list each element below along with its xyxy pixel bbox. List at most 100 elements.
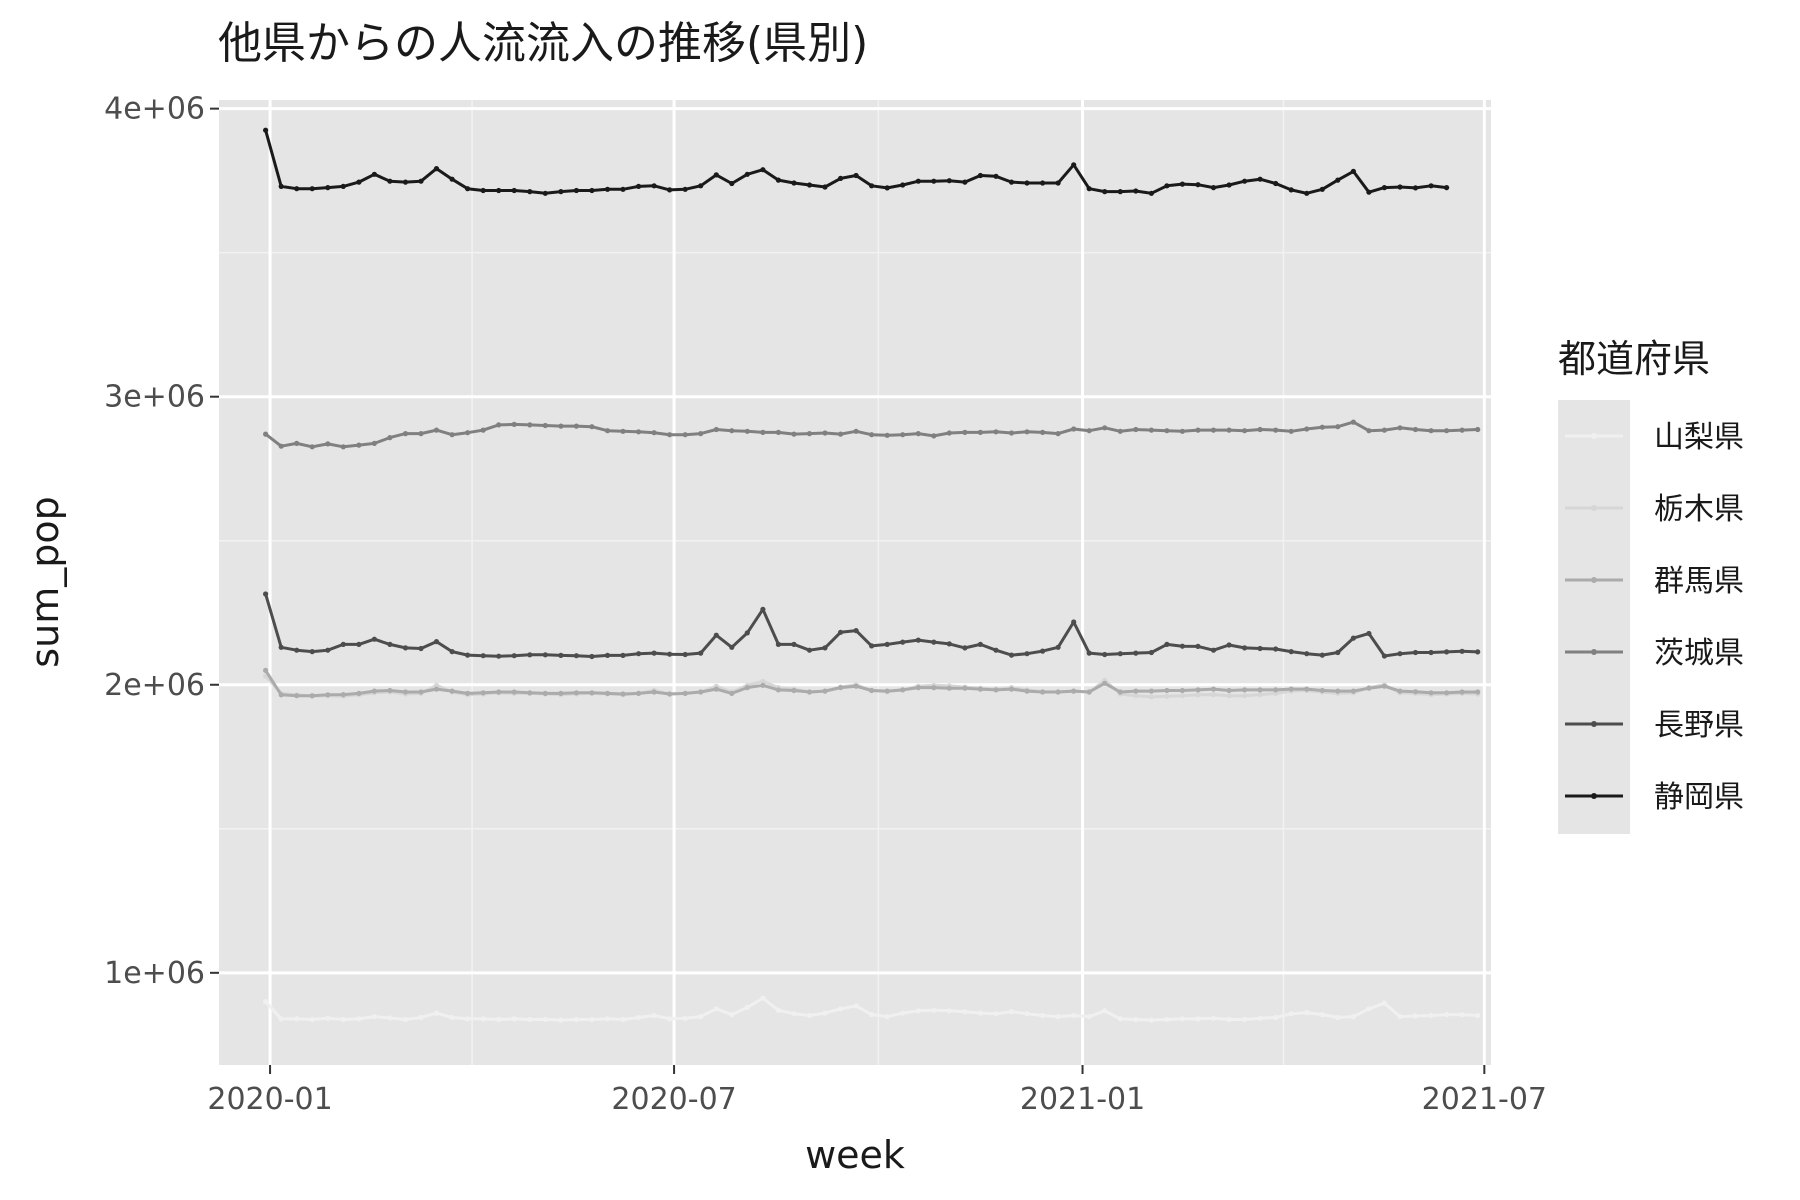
data-point	[558, 1017, 564, 1023]
data-point	[573, 653, 580, 659]
data-point	[371, 688, 377, 694]
data-point	[900, 182, 906, 188]
data-point	[1195, 182, 1201, 188]
data-point	[791, 431, 797, 437]
data-point	[1397, 688, 1403, 694]
y-tick-label: 1e+06	[104, 956, 205, 991]
data-point	[962, 645, 968, 651]
data-point	[1319, 687, 1325, 694]
data-point	[1117, 189, 1123, 195]
data-point	[371, 440, 377, 446]
data-point	[651, 1012, 657, 1019]
data-point	[1288, 686, 1294, 692]
data-point	[402, 645, 409, 651]
data-point	[1335, 424, 1341, 430]
data-point	[418, 645, 424, 652]
minor-gridlines	[219, 100, 1491, 1065]
data-point	[1148, 694, 1154, 700]
data-point	[760, 682, 766, 688]
data-point	[511, 1016, 517, 1022]
legend-item: 静岡県	[1565, 780, 1744, 815]
x-tick-label: 2021-01	[1020, 1082, 1145, 1117]
data-point	[993, 687, 999, 693]
data-point	[1366, 630, 1372, 637]
data-point	[1102, 189, 1108, 195]
data-point	[900, 639, 906, 645]
data-point	[682, 651, 688, 658]
data-point	[977, 172, 984, 179]
data-point	[1397, 651, 1403, 657]
data-point	[309, 186, 315, 192]
data-point	[465, 652, 471, 658]
data-point	[1350, 419, 1356, 425]
data-point	[1133, 650, 1139, 656]
data-point	[294, 186, 300, 192]
data-point	[993, 429, 999, 435]
data-point	[620, 428, 626, 434]
data-point	[838, 175, 844, 181]
data-point	[263, 591, 269, 597]
data-point	[1412, 649, 1419, 656]
data-point	[1133, 426, 1139, 433]
data-point	[558, 189, 564, 195]
data-point	[1366, 1006, 1372, 1012]
data-point	[356, 442, 362, 448]
chart-title: 他県からの人流流入の推移(県別)	[218, 18, 868, 69]
data-point	[775, 429, 782, 435]
data-point	[853, 428, 859, 434]
legend-key-point	[1591, 433, 1597, 439]
data-point	[1288, 187, 1294, 193]
data-point	[496, 1016, 502, 1023]
data-point	[1273, 180, 1279, 187]
data-point	[1179, 693, 1185, 699]
data-point	[356, 179, 362, 185]
data-point	[1412, 185, 1419, 191]
data-point	[1444, 690, 1450, 696]
data-point	[604, 652, 611, 659]
data-point	[744, 171, 750, 177]
data-point	[1412, 1013, 1419, 1019]
data-point	[1008, 652, 1015, 658]
data-point	[356, 641, 362, 648]
data-point	[465, 430, 471, 436]
data-point	[1102, 651, 1108, 658]
data-point	[1273, 427, 1279, 433]
legend-item: 栃木県	[1565, 492, 1744, 527]
data-point	[511, 653, 517, 659]
x-axis: 2020-01 2020-07 2021-01 2021-07	[207, 1065, 1547, 1117]
data-point	[1040, 180, 1046, 186]
data-point	[309, 649, 315, 655]
data-point	[1210, 647, 1217, 653]
data-point	[1102, 1008, 1108, 1014]
data-point	[1428, 183, 1434, 189]
data-point	[1304, 686, 1310, 692]
data-point	[1397, 425, 1403, 431]
data-point	[527, 652, 533, 658]
data-point	[744, 630, 750, 636]
data-point	[340, 692, 346, 698]
legend-key-point	[1591, 505, 1597, 511]
data-point	[1055, 1014, 1061, 1020]
data-point	[1288, 1011, 1294, 1017]
data-point	[1133, 1016, 1139, 1023]
data-point	[1273, 687, 1279, 693]
data-point	[806, 1012, 813, 1019]
data-point	[1086, 689, 1092, 695]
data-point	[433, 166, 440, 172]
data-point	[993, 647, 999, 653]
data-point	[604, 428, 611, 434]
data-point	[1304, 190, 1310, 196]
data-point	[915, 637, 921, 643]
data-point	[1381, 653, 1387, 659]
data-point	[1133, 188, 1139, 194]
data-point	[1164, 641, 1170, 648]
data-point	[1055, 431, 1061, 437]
data-point	[433, 427, 440, 433]
data-point	[511, 421, 517, 427]
data-point	[853, 683, 859, 689]
data-point	[604, 690, 611, 697]
data-point	[558, 652, 564, 659]
data-point	[651, 650, 657, 656]
data-point	[853, 628, 859, 634]
data-point	[931, 178, 937, 184]
